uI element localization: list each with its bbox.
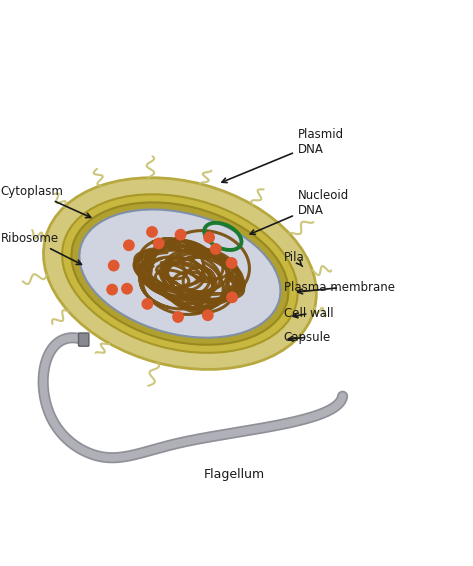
Circle shape	[124, 240, 134, 250]
Circle shape	[108, 260, 119, 271]
Circle shape	[227, 292, 237, 302]
Text: Capsule: Capsule	[284, 331, 331, 344]
Text: Pila: Pila	[284, 251, 305, 267]
FancyBboxPatch shape	[79, 333, 89, 346]
Ellipse shape	[62, 194, 298, 353]
Circle shape	[227, 258, 237, 268]
Ellipse shape	[44, 178, 316, 370]
Circle shape	[154, 238, 164, 248]
Circle shape	[142, 299, 153, 309]
Text: Flagellum: Flagellum	[203, 468, 264, 481]
Ellipse shape	[71, 203, 289, 345]
Text: Cell wall: Cell wall	[284, 307, 333, 320]
Circle shape	[175, 229, 186, 240]
Circle shape	[122, 284, 132, 294]
Circle shape	[210, 244, 221, 254]
Circle shape	[107, 284, 117, 295]
Text: Cytoplasm: Cytoplasm	[0, 185, 91, 218]
Text: Nucleoid
DNA: Nucleoid DNA	[250, 189, 349, 234]
Circle shape	[202, 310, 213, 320]
Circle shape	[147, 227, 157, 237]
Text: Plasma membrane: Plasma membrane	[284, 281, 394, 294]
Text: Ribosome: Ribosome	[0, 231, 81, 264]
Ellipse shape	[79, 209, 280, 338]
Circle shape	[204, 232, 214, 243]
Text: Plasmid
DNA: Plasmid DNA	[222, 127, 344, 183]
Circle shape	[173, 312, 183, 322]
